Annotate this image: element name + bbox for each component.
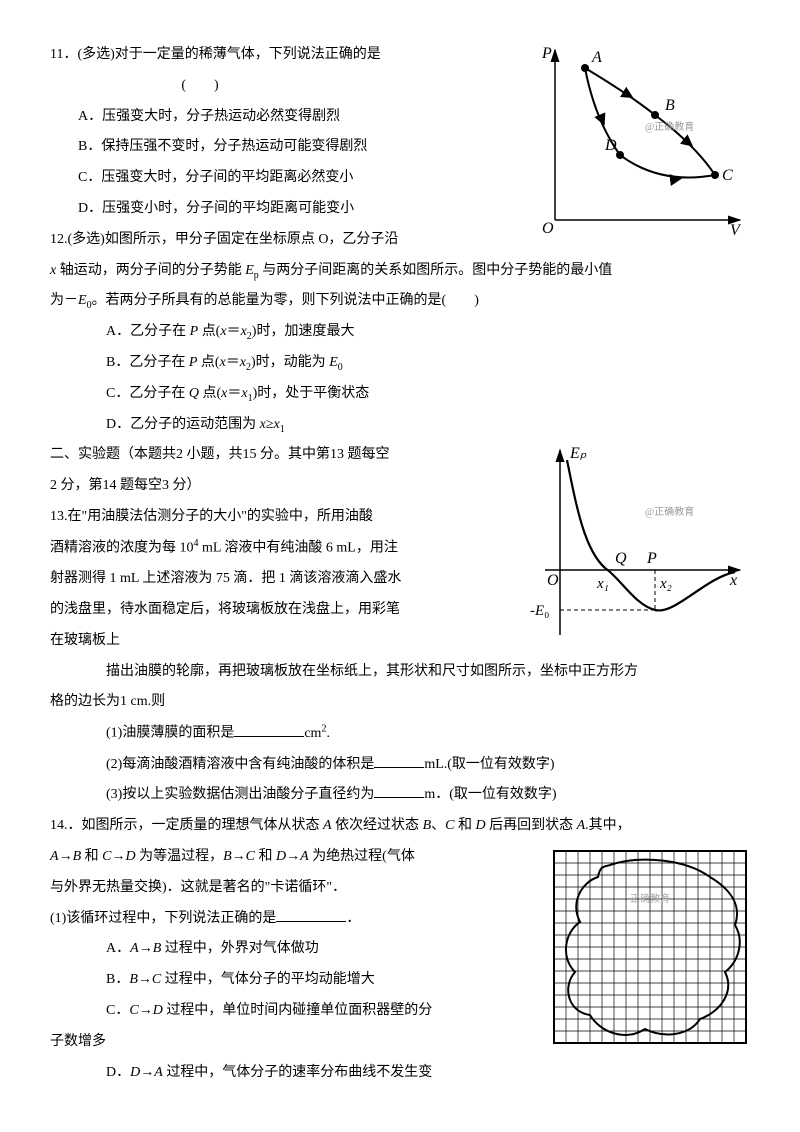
q12-optD: D．乙分子的运动范围为 x≥x1 (50, 410, 750, 441)
figure-ep: Eₚ x O Q P x₁ x₂ -E₀ @正确教育 (525, 440, 750, 645)
q14-stem1: 14.．如图所示，一定质量的理想气体从状态 A 依次经过状态 B、C 和 D 后… (50, 811, 750, 842)
q14-optD: D．D→A 过程中，气体分子的速率分布曲线不发生变 (50, 1058, 750, 1089)
q13-blank3[interactable] (374, 783, 424, 798)
svg-text:D: D (604, 137, 617, 154)
q13-p1: (1)油膜薄膜的面积是 cm2. (50, 718, 750, 749)
svg-text:O: O (542, 220, 554, 235)
q13-blank2[interactable] (374, 753, 424, 768)
q13-l6: 描出油膜的轮廓，再把玻璃板放在坐标纸上，其形状和尺寸如图所示，坐标中正方形方 (50, 657, 750, 688)
q12-optC: C．乙分子在 Q 点(x＝x1)时，处于平衡状态 (50, 379, 750, 410)
svg-text:x: x (729, 572, 737, 589)
q11-paren: ( ) (50, 71, 350, 102)
svg-text:C: C (722, 167, 733, 184)
q13-p3: (3)按以上实验数据估测出油酸分子直径约为 m．(取一位有效数字) (50, 780, 750, 811)
q13-p3b: m．(取一位有效数字) (424, 787, 556, 802)
q14-blank1[interactable] (276, 907, 346, 922)
svg-text:-E₀: -E₀ (530, 603, 549, 619)
q13-p2a: (2)每滴油酸酒精溶液中含有纯油酸的体积是 (106, 757, 374, 772)
svg-text:@正确教育: @正确教育 (645, 120, 694, 133)
svg-text:A: A (591, 49, 602, 66)
q12-optA: A．乙分子在 P 点(x＝x2)时，加速度最大 (50, 317, 750, 348)
svg-text:Eₚ: Eₚ (569, 445, 587, 462)
q13-p2: (2)每滴油酸酒精溶液中含有纯油酸的体积是 mL.(取一位有效数字) (50, 750, 750, 781)
svg-text:O: O (547, 572, 559, 589)
svg-text:@正确教育: @正确教育 (645, 505, 694, 518)
figure-pv: P V O A B C D @正确教育 (530, 40, 750, 235)
q13-blank1[interactable] (234, 722, 304, 737)
svg-text:x₂: x₂ (659, 576, 672, 592)
q12-stem1-text: 12.(多选)如图所示，甲分子固定在坐标原点 O，乙分子沿 (50, 232, 398, 247)
svg-text:P: P (541, 45, 552, 62)
q13-p1a: (1)油膜薄膜的面积是 (106, 726, 234, 741)
svg-text:P: P (646, 550, 657, 567)
q12-stem2: x 轴运动，两分子间的分子势能 Ep 与两分子间距离的关系如图所示。图中分子势能… (50, 256, 750, 287)
q13-l7: 格的边长为1 cm.则 (50, 687, 750, 718)
q12-optB: B．乙分子在 P 点(x＝x2)时，动能为 E0 (50, 348, 750, 379)
figure-grid: 正确教育 (550, 847, 750, 1047)
svg-text:Q: Q (615, 550, 627, 567)
svg-text:V: V (730, 222, 742, 235)
q14-dot: ． (346, 911, 360, 926)
q12-stem3: 为－E0。若两分子所具有的总能量为零，则下列说法中正确的是( ) (50, 286, 750, 317)
svg-text:正确教育: 正确教育 (630, 892, 670, 905)
svg-text:x₁: x₁ (596, 576, 609, 592)
q14-p1a: (1)该循环过程中，下列说法正确的是 (50, 911, 276, 926)
q13-p1b: cm2. (304, 726, 330, 741)
svg-text:B: B (665, 97, 675, 114)
q13-p2b: mL.(取一位有效数字) (424, 757, 554, 772)
q13-p3a: (3)按以上实验数据估测出油酸分子直径约为 (106, 787, 374, 802)
